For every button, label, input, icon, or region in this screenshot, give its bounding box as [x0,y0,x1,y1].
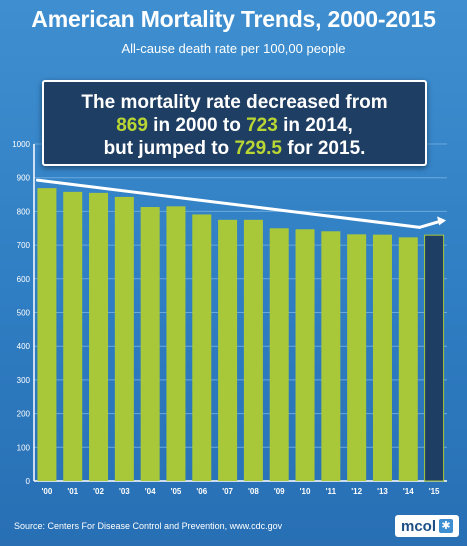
callout-box: The mortality rate decreased from 869 in… [42,80,427,166]
x-tick-label: '00 [42,487,53,496]
bar [269,228,289,481]
bar [347,234,367,481]
sparkle-icon: ✱ [439,519,453,533]
x-tick-label: '06 [196,487,207,496]
x-tick-label: '04 [145,487,156,496]
trend-arrow [35,178,422,229]
y-tick-label: 100 [17,443,31,452]
bar [243,219,263,481]
bar [140,207,160,482]
callout-line-1: The mortality rate decreased from [81,92,388,113]
chart-title: American Mortality Trends, 2000-2015 [31,6,436,32]
y-tick-label: 200 [17,410,31,419]
chart-subtitle: All-cause death rate per 100,00 people [121,41,346,56]
callout-value-2014: 723 [246,115,278,136]
source-note: Source: Centers For Disease Control and … [14,521,283,531]
arrowhead-icon [437,216,447,226]
x-tick-label: '03 [119,487,130,496]
callout-text-end2: for 2015. [281,138,366,159]
y-tick-label: 500 [17,309,31,318]
x-tick-label: '02 [93,487,104,496]
bar [192,214,212,482]
bar [424,234,445,482]
y-tick-label: 800 [17,207,31,216]
bar [398,237,418,481]
bar [89,192,109,482]
bar [114,196,134,481]
logo-text: mcol [400,517,436,535]
y-tick-label: 300 [17,376,31,385]
y-tick-label: 700 [17,241,31,250]
x-tick-label: '09 [274,487,285,496]
callout-text-mid: in 2000 to [147,115,247,136]
x-tick-label: '01 [67,487,78,496]
x-tick-label: '10 [300,487,311,496]
y-tick-label: 600 [17,275,31,284]
bar [295,229,315,481]
x-tick-label: '15 [429,487,440,496]
bar [63,191,83,481]
callout-line-2: 869 in 2000 to 723 in 2014, [44,114,425,137]
x-tick-label: '07 [222,487,233,496]
y-tick-label: 1000 [12,140,30,149]
bar [372,234,392,481]
y-tick-label: 900 [17,174,31,183]
y-tick-label: 0 [26,477,31,486]
bar [218,219,238,481]
x-tick-label: '14 [403,487,414,496]
x-tick-label: '05 [171,487,182,496]
callout-text-end1: in 2014, [277,115,353,136]
x-tick-label: '12 [351,487,362,496]
mcol-logo: mcol ✱ [395,515,459,537]
bar [166,206,186,481]
x-tick-label: '11 [326,487,337,496]
bar [321,231,341,481]
callout-text-pre2015: but jumped to [103,138,235,159]
callout-value-2015: 729.5 [234,138,282,159]
x-tick-label: '08 [248,487,259,496]
y-tick-label: 400 [17,342,31,351]
callout-line-3: but jumped to 729.5 for 2015. [44,137,425,160]
bar [37,188,57,481]
x-tick-label: '13 [377,487,388,496]
callout-value-2000: 869 [116,115,148,136]
trend-uptick [418,219,442,229]
